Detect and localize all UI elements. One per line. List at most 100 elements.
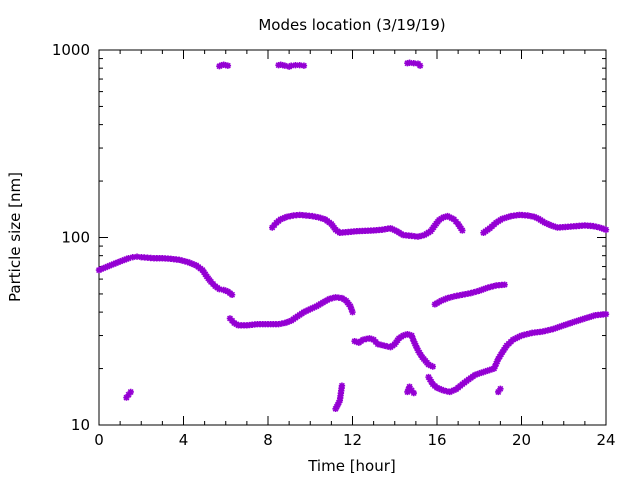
y-tick-label: 100: [61, 229, 90, 247]
data-point: [119, 257, 126, 264]
data-point: [602, 226, 610, 233]
x-tick-label: 12: [343, 431, 362, 449]
data-point: [533, 214, 540, 221]
data-point: [438, 386, 445, 393]
data-point: [406, 59, 413, 66]
data-point: [501, 281, 508, 288]
data-point: [404, 388, 411, 396]
data-point: [495, 388, 502, 396]
data-point: [281, 214, 289, 221]
data-point: [427, 362, 434, 369]
data-point: [114, 259, 122, 266]
data-point: [123, 394, 130, 401]
x-tick-label: 0: [94, 431, 104, 449]
data-point: [224, 62, 232, 69]
data-point: [435, 385, 443, 392]
data-point: [413, 344, 421, 352]
data-point: [491, 362, 499, 370]
data-point: [127, 388, 134, 396]
data-point: [106, 262, 113, 269]
plot-frame: [98, 49, 607, 426]
data-point: [125, 391, 132, 398]
data-point: [288, 62, 295, 69]
data-point: [492, 360, 500, 367]
data-point: [425, 361, 432, 368]
data-point: [102, 264, 109, 271]
data-point: [311, 303, 318, 311]
data-point: [216, 285, 223, 293]
data-point: [429, 363, 436, 370]
data-point: [279, 215, 286, 222]
data-point: [228, 291, 236, 298]
data-point: [326, 295, 333, 303]
data-point: [442, 295, 449, 303]
data-point: [406, 383, 413, 390]
data-points: [95, 59, 610, 413]
data-point: [277, 216, 284, 223]
data-point: [296, 61, 303, 69]
data-point: [129, 254, 136, 261]
data-point: [416, 62, 424, 69]
data-point: [307, 305, 314, 313]
data-point: [292, 61, 299, 69]
data-point: [300, 62, 308, 69]
data-point: [97, 266, 105, 273]
data-point: [545, 221, 553, 228]
tick-labels: 0 4 8 12 16 20 24 10 100 1000: [52, 41, 616, 449]
chart-title: Modes location (3/19/19): [258, 16, 445, 34]
data-point: [349, 308, 356, 316]
x-tick-label: 16: [427, 431, 446, 449]
data-point: [410, 60, 417, 67]
data-point: [338, 382, 346, 389]
data-point: [410, 389, 417, 397]
data-point: [95, 266, 103, 274]
data-point: [348, 305, 355, 313]
data-point: [347, 303, 354, 310]
data-point: [329, 294, 336, 302]
data-point: [459, 227, 466, 234]
data-point: [411, 340, 419, 347]
data-point: [184, 258, 191, 266]
data-point: [125, 255, 132, 262]
data-point: [433, 384, 441, 391]
data-point: [438, 297, 445, 304]
data-point: [443, 387, 450, 395]
data-point: [410, 337, 417, 345]
data-point: [408, 332, 415, 339]
x-tick-label: 4: [179, 431, 189, 449]
data-point: [494, 358, 501, 365]
y-tick-label: 1000: [52, 41, 90, 59]
data-point: [543, 220, 551, 227]
data-point: [188, 260, 196, 267]
x-axis-label: Time [hour]: [307, 457, 396, 475]
y-tick-label: 10: [71, 416, 90, 434]
data-point: [412, 342, 420, 349]
x-tick-label: 24: [596, 431, 615, 449]
data-point: [405, 386, 412, 393]
data-point: [497, 385, 504, 392]
data-point: [541, 219, 548, 226]
y-axis-label: Particle size [nm]: [6, 172, 24, 302]
data-point: [309, 304, 316, 312]
data-point: [409, 335, 416, 342]
data-point: [190, 261, 198, 268]
axis-ticks: [98, 49, 607, 426]
data-point: [444, 294, 451, 302]
data-point: [602, 310, 610, 318]
data-point: [112, 259, 120, 267]
data-point: [108, 261, 115, 269]
data-point: [133, 253, 141, 260]
data-point: [104, 263, 111, 270]
data-point: [186, 259, 194, 267]
data-point: [440, 296, 447, 304]
data-point: [530, 213, 538, 220]
x-tick-label: 20: [512, 431, 531, 449]
data-point: [110, 260, 117, 268]
data-point: [448, 387, 455, 395]
data-point: [446, 388, 453, 396]
data-point: [490, 365, 498, 372]
x-tick-label: 8: [263, 431, 273, 449]
data-point: [100, 265, 107, 272]
